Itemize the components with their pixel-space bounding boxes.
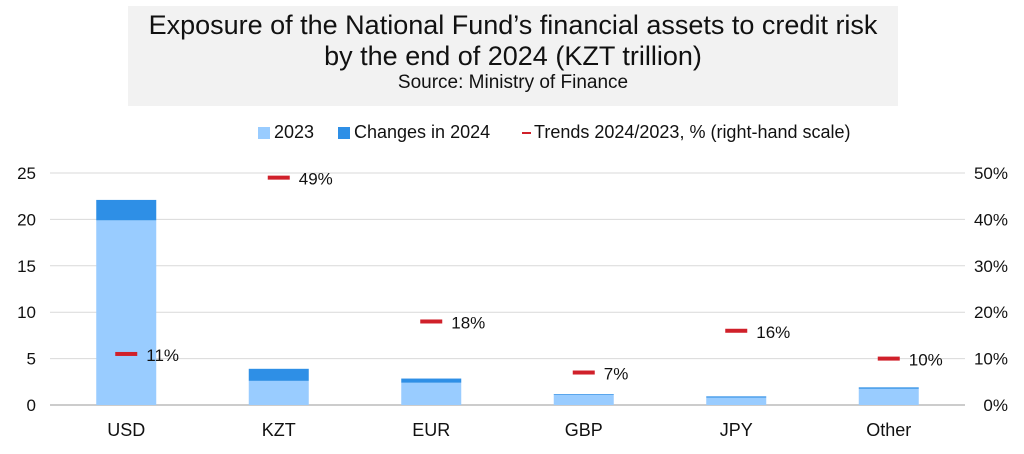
y2-tick-label: 10%	[974, 350, 1008, 369]
bar-change-2024	[858, 387, 919, 389]
trend-data-label: 49%	[299, 170, 333, 189]
legend-item-changes: Changes in 2024	[338, 122, 490, 143]
x-tick-label: Other	[866, 420, 911, 440]
trend-marker	[267, 175, 290, 180]
legend-dash-trends	[522, 131, 531, 134]
trend-data-label: 18%	[451, 313, 485, 332]
chart-subtitle: Source: Ministry of Finance	[397, 72, 629, 93]
bar-2023	[553, 394, 614, 405]
bar-2023	[248, 380, 309, 405]
trend-data-label: 10%	[909, 351, 943, 370]
trend-marker	[115, 351, 138, 356]
legend-label-2023: 2023	[274, 122, 315, 142]
legend-label-changes: Changes in 2024	[354, 122, 491, 142]
legend-item-trends: Trends 2024/2023, % (right-hand scale)	[522, 122, 851, 143]
chart-title: Exposure of the National Fund’s financia…	[148, 10, 878, 40]
trend-data-label: 16%	[756, 323, 790, 342]
y2-tick-label: 0%	[983, 396, 1008, 415]
trend-data-label: 11%	[146, 346, 179, 365]
legend-swatch-2023	[258, 126, 270, 139]
trend-marker	[877, 356, 900, 361]
bar-2023	[858, 388, 919, 405]
chart-title-line2: by the end of 2024 (KZT trillion)	[324, 41, 702, 71]
y2-tick-label: 40%	[974, 210, 1008, 229]
bar-2023	[401, 382, 462, 405]
trend-marker	[725, 328, 748, 333]
bar-change-2024	[706, 396, 767, 398]
y-tick-label: 5	[27, 350, 36, 369]
y-tick-label: 10	[17, 303, 36, 322]
y2-tick-label: 50%	[974, 164, 1008, 183]
y-tick-label: 25	[17, 164, 36, 183]
bar-2023	[96, 220, 157, 405]
y2-tick-label: 20%	[974, 303, 1008, 322]
bar-change-2024	[248, 368, 309, 381]
trend-marker	[420, 319, 443, 324]
chart-plot: 0 5 10 15 20 25 0% 10% 20% 30% 40% 50% USD 11% KZT 49% E…	[17, 164, 1008, 440]
bar-change-2024	[96, 199, 157, 221]
bar-2023	[706, 397, 767, 405]
trend-data-label: 7%	[604, 365, 629, 384]
x-tick-label: USD	[107, 420, 145, 440]
chart-legend: 2023 Changes in 2024 Trends 2024/2023, %…	[0, 120, 1024, 148]
x-tick-label: JPY	[720, 420, 753, 440]
x-tick-label: KZT	[262, 420, 296, 440]
chart-title-block: Exposure of the National Fund’s financia…	[128, 6, 898, 106]
y2-tick-label: 30%	[974, 257, 1008, 276]
legend-swatch-changes	[338, 126, 350, 139]
legend-label-trends: Trends 2024/2023, % (right-hand scale)	[534, 122, 851, 142]
bar-change-2024	[401, 378, 462, 383]
y-tick-label: 0	[27, 396, 36, 415]
legend-item-2023: 2023	[258, 122, 314, 143]
x-tick-label: GBP	[565, 420, 603, 440]
x-tick-label: EUR	[412, 420, 450, 440]
y-tick-label: 20	[17, 210, 36, 229]
bar-change-2024	[553, 394, 614, 395]
trend-marker	[572, 370, 595, 375]
y-tick-label: 15	[17, 257, 36, 276]
